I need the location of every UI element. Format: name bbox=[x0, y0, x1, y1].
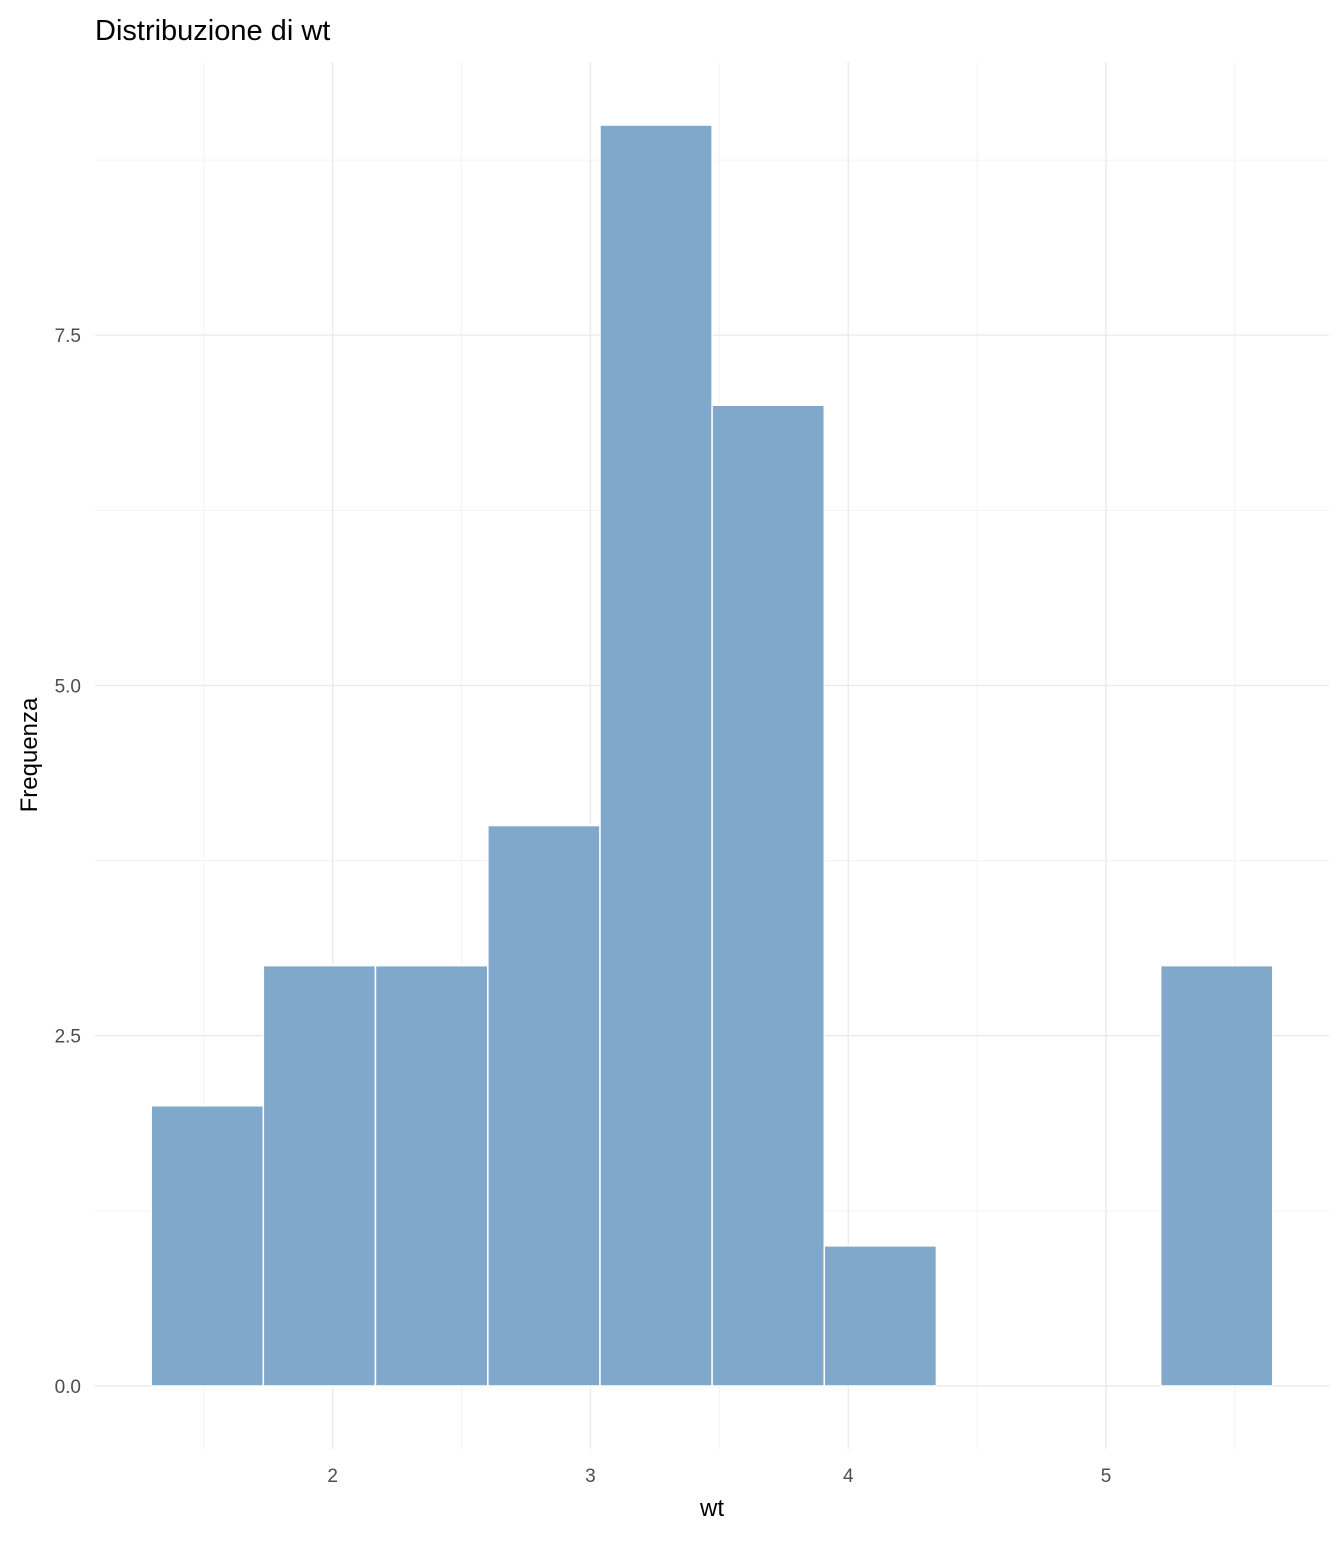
x-tick-label: 2 bbox=[327, 1466, 338, 1487]
y-tick-label: 7.5 bbox=[55, 326, 81, 347]
x-tick-label: 5 bbox=[1101, 1466, 1112, 1487]
histogram-bar-5 bbox=[599, 124, 713, 1387]
chart-title: Distribuzione di wt bbox=[95, 15, 330, 47]
y-axis-ticks: 0.0 2.5 5.0 7.5 bbox=[55, 326, 81, 1398]
y-tick-label: 0.0 bbox=[55, 1377, 81, 1398]
histogram-bar-2 bbox=[262, 964, 377, 1387]
histogram-bar-4 bbox=[487, 824, 601, 1387]
histogram-bar-10 bbox=[1159, 964, 1274, 1387]
x-axis-ticks: 2 3 4 5 bbox=[327, 1466, 1111, 1487]
histogram-bar-1 bbox=[150, 1105, 265, 1387]
x-tick-label: 4 bbox=[843, 1466, 854, 1487]
y-tick-label: 2.5 bbox=[55, 1027, 81, 1048]
histogram-bar-7 bbox=[823, 1245, 938, 1387]
histogram-bars bbox=[150, 124, 1274, 1387]
histogram-bar-3 bbox=[374, 964, 489, 1387]
histogram-bar-6 bbox=[711, 404, 826, 1387]
y-tick-label: 5.0 bbox=[55, 676, 81, 697]
x-axis-title: wt bbox=[699, 1495, 724, 1522]
y-axis-title: Frequenza bbox=[16, 697, 43, 812]
x-tick-label: 3 bbox=[585, 1466, 596, 1487]
